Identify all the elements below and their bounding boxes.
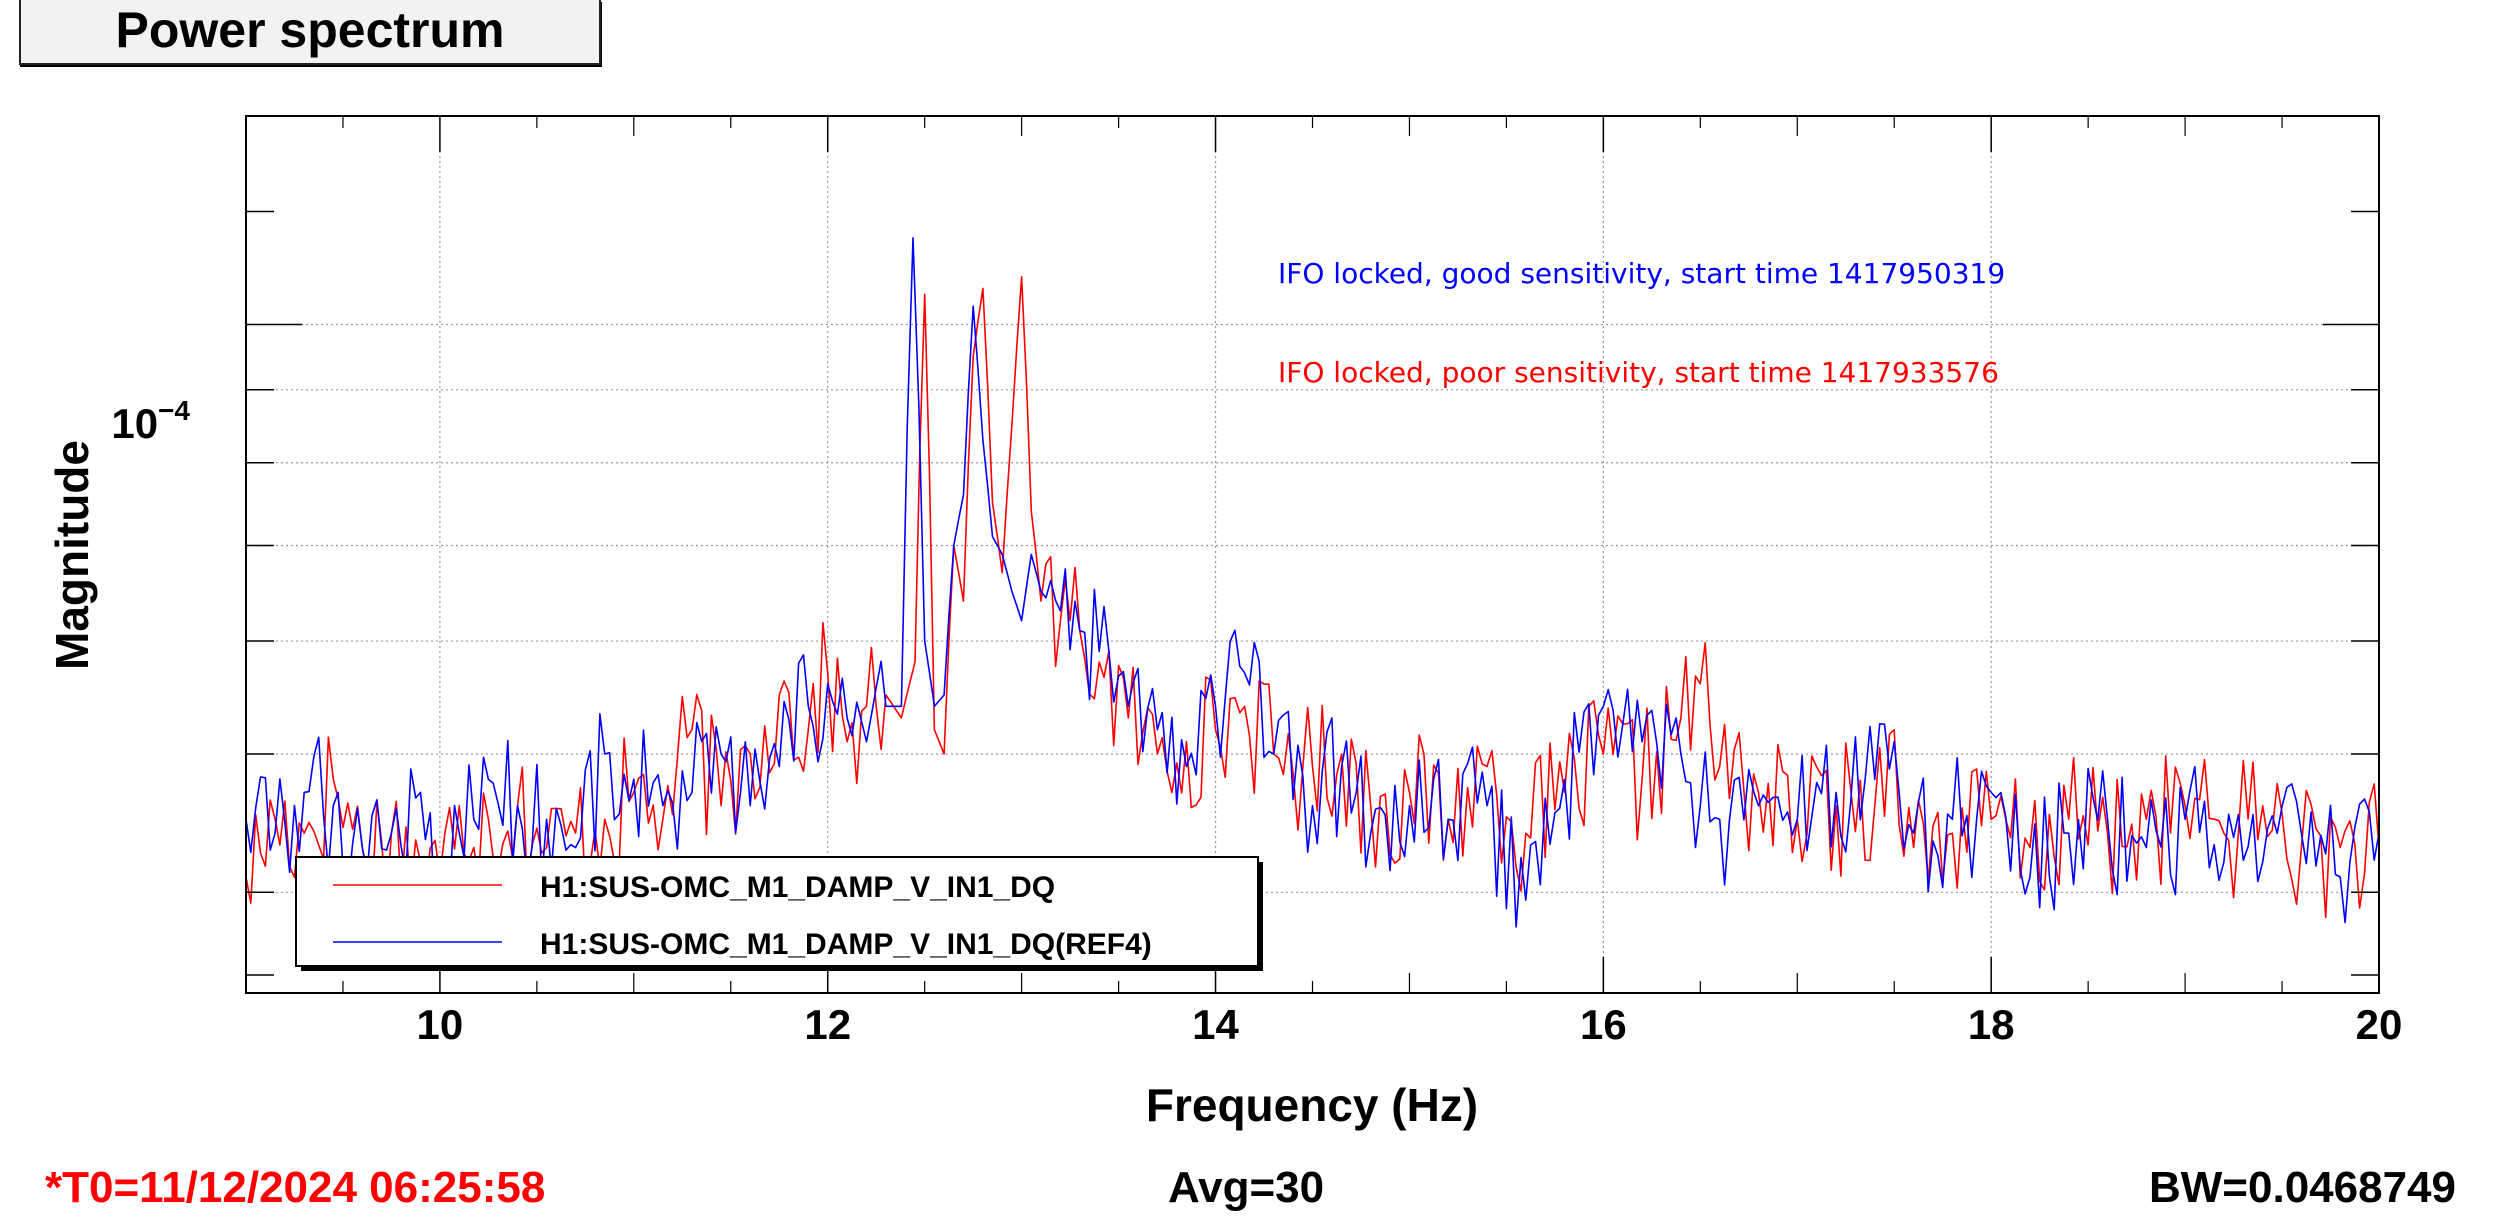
annotation-good-sensitivity: IFO locked, good sensitivity, start time… [1278, 257, 2005, 290]
x-axis-label: Frequency (Hz) [1146, 1079, 1478, 1131]
svg-text:10−4: 10−4 [111, 395, 190, 447]
legend-label-blue: H1:SUS-OMC_M1_DAMP_V_IN1_DQ(REF4) [540, 928, 1152, 961]
series-line-red [245, 275, 2380, 919]
series-line-blue [245, 237, 2380, 928]
footer-t0: *T0=11/12/2024 06:25:58 [45, 1163, 546, 1212]
annotation-poor-sensitivity: IFO locked, poor sensitivity, start time… [1278, 356, 1999, 389]
x-tick-label: 14 [1192, 1001, 1239, 1048]
x-tick-label: 12 [804, 1001, 851, 1048]
y-tick-label-base: 10 [111, 400, 158, 447]
series-layer [245, 237, 2380, 928]
legend-box [295, 856, 1259, 967]
x-tick-label: 20 [2356, 1001, 2403, 1048]
x-tick-label: 10 [417, 1001, 464, 1048]
chart-title: Power spectrum [19, 0, 601, 65]
y-axis-label: Magnitude [46, 440, 98, 670]
y-tick-label-exponent: −4 [158, 395, 190, 426]
ticks-layer: 10 12 14 16 18 20 [245, 116, 2403, 1048]
y-tick-label-1e-4: 10−4 [111, 395, 190, 447]
x-tick-label: 18 [1968, 1001, 2015, 1048]
legend: H1:SUS-OMC_M1_DAMP_V_IN1_DQ H1:SUS-OMC_M… [295, 856, 1263, 971]
legend-label-red: H1:SUS-OMC_M1_DAMP_V_IN1_DQ [540, 871, 1055, 904]
x-tick-label: 16 [1580, 1001, 1627, 1048]
footer-bw: BW=0.0468749 [2149, 1163, 2456, 1212]
footer-avg: Avg=30 [1168, 1163, 1325, 1212]
